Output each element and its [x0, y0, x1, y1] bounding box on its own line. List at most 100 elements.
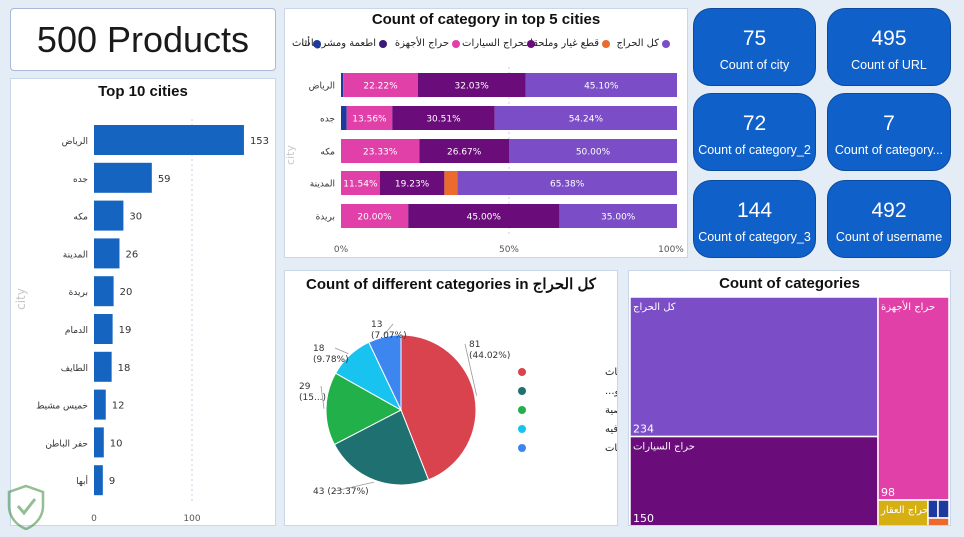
kpi-value: 492 [871, 199, 907, 222]
data-label: 32.03% [454, 82, 489, 92]
bar [94, 200, 124, 231]
data-label: 153 [250, 136, 269, 147]
tick-label: 0 [91, 514, 97, 524]
bar-segment [419, 139, 509, 163]
kpi-label: Count of username [835, 230, 943, 244]
kpi-card-url[interactable]: 495 Count of URL [827, 8, 951, 86]
legend-dot-icon [313, 39, 321, 48]
legend-item[interactable]: قطع غيار وملحقات [521, 38, 610, 49]
kpi-card-city[interactable]: 75 Count of city [693, 8, 816, 86]
bar-segment [559, 204, 677, 228]
category-label: جده [73, 175, 88, 185]
tile-value: 234 [633, 423, 654, 436]
legend-dot-icon [518, 368, 526, 376]
category-label: المدينة [63, 250, 88, 260]
shield-logo-icon [7, 484, 45, 530]
bar-segment [343, 73, 418, 97]
treemap-tile [877, 499, 929, 525]
bar [94, 427, 104, 458]
treemap-panel[interactable]: Count of categories كل الحراج 234 حراج الس… [628, 270, 951, 526]
tile-value: 150 [633, 512, 654, 525]
data-label: (7.07%) [371, 331, 407, 341]
bar-segment [341, 171, 380, 195]
tick-label: 0% [334, 245, 349, 255]
top-cities-panel[interactable]: Top 10 cities city الرياض 153 جده 59 مكه 30 ال… [10, 78, 276, 526]
kpi-value: 72 [742, 112, 767, 135]
legend-item[interactable]: اطعمة ومشروبات [301, 38, 387, 49]
y-axis-label: city [14, 288, 28, 310]
kpi-value: 144 [736, 199, 773, 222]
kpi-card-category[interactable]: 7 Count of category... [827, 93, 951, 171]
kpi-label: Count of category_2 [698, 143, 811, 157]
bar-segment [392, 106, 495, 130]
category-label: أبها [76, 475, 88, 487]
legend-item[interactable]: حراج السيارات [462, 38, 535, 49]
bar-segment [341, 139, 420, 163]
legend-label: حراج الأجهزة [394, 38, 449, 49]
top5-stacked-chart: city 22.22% 32.03% 45.10% الرياض 13.56% 30.51… [285, 67, 684, 255]
leader-line [320, 385, 325, 409]
pie-panel[interactable]: Count of different categories in كل الحر… [284, 270, 618, 526]
data-label: 26 [125, 249, 138, 260]
data-label: 18 [313, 344, 325, 354]
category-label: الدمام [65, 326, 88, 336]
legend-dot-icon [518, 425, 526, 433]
tile-label: حراج السيارات [633, 442, 695, 453]
bar-segment [417, 73, 526, 97]
bar-segment [341, 204, 409, 228]
legend-label: قطع غيار وملحقات [520, 38, 599, 49]
legend-dot-icon [602, 39, 610, 48]
tick-label: 100% [658, 245, 684, 255]
pie-slice [325, 372, 403, 446]
legend-item[interactable]: أثاث [292, 38, 321, 49]
tick-label: 100 [183, 514, 200, 524]
y-axis-label: city [285, 145, 297, 165]
bar [94, 351, 112, 382]
bar-segment [341, 73, 344, 97]
leader-line [464, 343, 478, 396]
legend-dot-icon [662, 39, 670, 48]
legend-label: أثاث [605, 365, 617, 378]
data-label: (44.02%) [469, 351, 510, 361]
kpi-label: Count of URL [851, 58, 927, 72]
legend-dot-icon [527, 39, 535, 48]
bar-segment [444, 171, 458, 195]
category-label: بريدة [69, 288, 88, 298]
data-label: 30.51% [426, 115, 461, 125]
data-label: 59 [158, 174, 171, 185]
data-label: 13.56% [352, 115, 387, 125]
top5-cities-panel[interactable]: Count of category in top 5 cities كل الح… [284, 8, 688, 258]
bar [94, 162, 152, 193]
kpi-card-category-2[interactable]: 72 Count of category_2 [693, 93, 816, 171]
data-label: 23.33% [363, 148, 398, 158]
bar-segment [346, 106, 393, 130]
treemap-tile [937, 499, 950, 519]
bar [94, 465, 103, 496]
legend-item[interactable]: حراج الأجهزة [395, 38, 460, 49]
category-label: الطايف [61, 364, 88, 374]
pie-slice [333, 409, 430, 486]
data-label: 12 [112, 401, 125, 412]
data-label: 30 [129, 212, 142, 223]
kpi-card-username[interactable]: 492 Count of username [827, 180, 951, 258]
leader-line [383, 323, 394, 336]
category-label: المدينة [310, 180, 335, 190]
bar [94, 276, 114, 307]
data-label: 35.00% [601, 213, 636, 223]
data-label: 65.38% [550, 180, 585, 190]
kpi-card-category-3[interactable]: 144 Count of category_3 [693, 180, 816, 258]
kpi-label: Count of category_3 [698, 230, 811, 244]
category-label: الرياض [62, 137, 88, 147]
data-label: (15...) [299, 393, 326, 403]
category-label: حفر الباطن [45, 439, 88, 449]
tile-label: حراج العقار [880, 505, 929, 516]
bar [94, 314, 113, 344]
bar-segment [494, 106, 677, 130]
chart-title: Count of categories [719, 275, 860, 292]
data-label: 9 [109, 476, 115, 487]
legend-dot-icon [518, 387, 526, 395]
kpi-value: 75 [742, 27, 767, 50]
bar-segment [341, 106, 347, 130]
legend-item[interactable]: كل الحراج [616, 38, 670, 49]
chart-title: Top 10 cities [98, 83, 188, 100]
